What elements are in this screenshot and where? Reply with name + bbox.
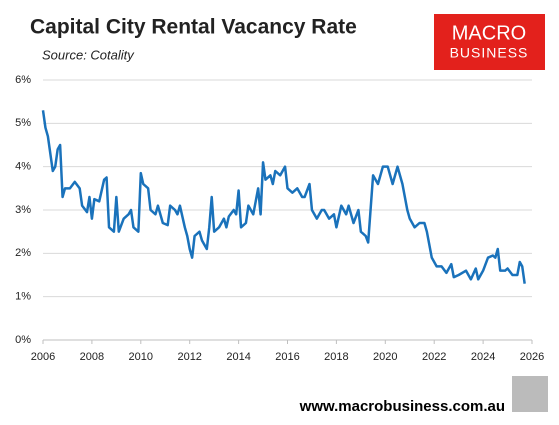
y-tick-label: 5% — [15, 117, 31, 129]
data-line — [41, 110, 526, 284]
y-tick-label: 6% — [15, 74, 31, 86]
y-tick-label: 1% — [15, 291, 31, 303]
x-tick-label: 2014 — [226, 351, 250, 363]
chart-title: Capital City Rental Vacancy Rate — [30, 16, 357, 39]
y-tick-label: 0% — [15, 334, 31, 346]
y-tick-label: 4% — [15, 161, 31, 173]
x-tick-label: 2026 — [520, 351, 544, 363]
brand-logo — [434, 14, 545, 70]
x-tick-label: 2012 — [177, 351, 201, 363]
x-tick-label: 2024 — [471, 351, 495, 363]
y-tick-label: 2% — [15, 247, 31, 259]
wolf-icon — [512, 376, 548, 412]
x-tick-label: 2006 — [31, 351, 55, 363]
x-tick-label: 2022 — [422, 351, 446, 363]
y-tick-label: 3% — [15, 204, 31, 216]
x-tick-label: 2008 — [80, 351, 104, 363]
x-tick-label: 2010 — [129, 351, 153, 363]
footer: www.macrobusiness.com.au — [299, 398, 505, 415]
brand-line: MACRO — [452, 22, 526, 44]
x-tick-label: 2018 — [324, 351, 348, 363]
chart-subtitle: Source: Cotality — [42, 47, 135, 62]
x-tick-label: 2020 — [373, 351, 397, 363]
brand-line: BUSINESS — [450, 45, 529, 61]
x-tick-label: 2016 — [275, 351, 299, 363]
